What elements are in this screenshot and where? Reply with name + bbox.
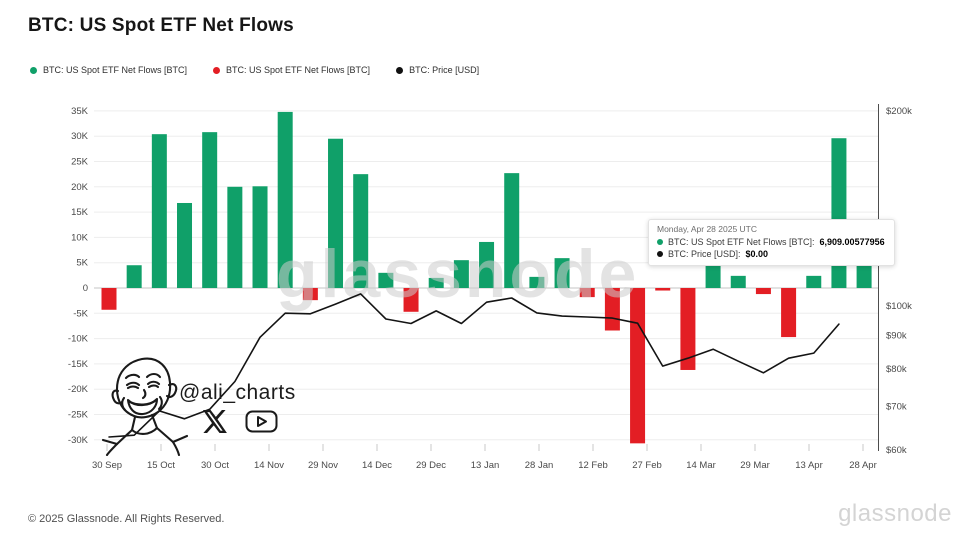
right-axis-label: $90k [886, 331, 907, 342]
x-axis-label: 30 Oct [201, 460, 229, 471]
x-logo-icon [202, 410, 227, 433]
bar-30-Dec[interactable] [428, 277, 444, 288]
bar-10-Feb[interactable] [579, 288, 595, 298]
bar-24-Mar[interactable] [730, 275, 746, 288]
left-axis-label: 0 [83, 283, 88, 294]
left-axis-label: 35K [71, 106, 89, 117]
x-axis-label: 29 Nov [308, 460, 338, 471]
x-axis-label: 13 Jan [471, 460, 500, 471]
bar-30-Sep[interactable] [101, 288, 117, 310]
legend-dot-icon [30, 66, 37, 74]
page-title: BTC: US Spot ETF Net Flows [28, 15, 294, 36]
smiling-man-sketch-icon [101, 357, 189, 456]
bar-31-Mar[interactable] [755, 288, 771, 295]
tooltip-row-netflows: BTC: US Spot ETF Net Flows [BTC]: 6,909.… [657, 236, 885, 248]
x-axis-label: 12 Feb [578, 460, 608, 471]
x-axis-label: 27 Feb [632, 460, 662, 471]
left-axis-label: 15K [71, 207, 89, 218]
bar-27-Jan[interactable] [529, 276, 545, 288]
legend-item-1[interactable]: BTC: US Spot ETF Net Flows [BTC] [213, 65, 370, 75]
bar-13-Jan[interactable] [479, 241, 495, 288]
x-axis-label: 29 Mar [740, 460, 770, 471]
left-axis-label: -15K [68, 359, 89, 370]
left-axis-label: -30K [68, 435, 89, 446]
bar-4-Nov[interactable] [227, 186, 243, 288]
right-axis-label: $200k [886, 106, 912, 117]
bar-24-Feb[interactable] [630, 288, 646, 444]
x-axis-label: 14 Mar [686, 460, 716, 471]
left-axis-label: -10K [68, 334, 89, 345]
bar-14-Oct[interactable] [151, 134, 167, 288]
glassnode-logo: glassnode [838, 500, 952, 527]
bar-3-Mar[interactable] [655, 288, 671, 291]
glassnode-watermark: glassnode [276, 236, 639, 312]
bar-17-Mar[interactable] [705, 261, 721, 288]
left-axis-label: 5K [76, 258, 88, 269]
bar-14-Apr[interactable] [806, 275, 822, 288]
left-axis-label: -20K [68, 384, 89, 395]
x-axis-label: 28 Apr [849, 460, 876, 471]
x-axis-label: 15 Oct [147, 460, 175, 471]
bar-9-Dec[interactable] [353, 174, 369, 288]
x-axis-label: 30 Sep [92, 460, 122, 471]
bar-3-Feb[interactable] [554, 258, 570, 288]
bar-10-Mar[interactable] [680, 288, 696, 370]
bar-25-Nov[interactable] [302, 288, 318, 301]
netflows-dot-icon [657, 239, 663, 245]
legend-label: BTC: US Spot ETF Net Flows [BTC] [226, 65, 371, 75]
legend-item-2[interactable]: BTC: Price [USD] [396, 65, 479, 75]
tooltip-row-price: BTC: Price [USD]: $0.00 [657, 248, 885, 260]
left-axis-label: 20K [71, 182, 89, 193]
copyright-text: © 2025 Glassnode. All Rights Reserved. [28, 513, 225, 525]
bar-21-Oct[interactable] [177, 202, 193, 288]
price-line[interactable] [108, 293, 840, 438]
bar-16-Dec[interactable] [378, 272, 394, 288]
legend-dot-icon [213, 66, 221, 74]
bar-20-Jan[interactable] [504, 173, 520, 288]
right-axis-label: $60k [886, 445, 907, 456]
left-axis-label: 25K [71, 157, 89, 168]
bar-11-Nov[interactable] [252, 186, 268, 288]
x-axis-label: 14 Dec [362, 460, 392, 471]
legend-item-0[interactable]: BTC: US Spot ETF Net Flows [BTC] [30, 65, 187, 75]
bar-17-Feb[interactable] [604, 288, 620, 331]
play-button-icon [245, 410, 278, 433]
tooltip-date: Monday, Apr 28 2025 UTC [657, 224, 758, 234]
bar-28-Oct[interactable] [202, 132, 218, 288]
right-axis-label: $80k [886, 364, 907, 375]
right-axis-label: $70k [886, 401, 907, 412]
x-axis-label: 14 Nov [254, 460, 284, 471]
legend-dot-icon [396, 66, 404, 74]
bar-2-Dec[interactable] [328, 138, 344, 288]
bar-7-Apr[interactable] [781, 288, 797, 338]
author-handle: @ali_charts [179, 381, 296, 404]
legend-label: BTC: US Spot ETF Net Flows [BTC] [43, 65, 188, 75]
left-axis-label: -25K [68, 410, 89, 421]
bar-18-Nov[interactable] [277, 111, 293, 288]
left-axis-label: -5K [73, 308, 88, 319]
bar-23-Dec[interactable] [403, 288, 419, 312]
x-axis-label: 28 Jan [525, 460, 554, 471]
social-icons [202, 410, 278, 433]
bar-7-Oct[interactable] [126, 265, 142, 288]
x-axis-label: 29 Dec [416, 460, 446, 471]
left-axis-label: 30K [71, 131, 89, 142]
chart-tooltip: Monday, Apr 28 2025 UTC BTC: US Spot ETF… [648, 219, 895, 266]
x-axis-label: 13 Apr [795, 460, 822, 471]
legend-label: BTC: Price [USD] [409, 65, 480, 75]
left-axis-label: 10K [71, 232, 89, 243]
bar-6-Jan[interactable] [453, 260, 469, 288]
right-axis-label: $100k [886, 301, 912, 312]
price-dot-icon [657, 251, 663, 257]
chart-legend: BTC: US Spot ETF Net Flows [BTC] BTC: US … [30, 65, 479, 75]
